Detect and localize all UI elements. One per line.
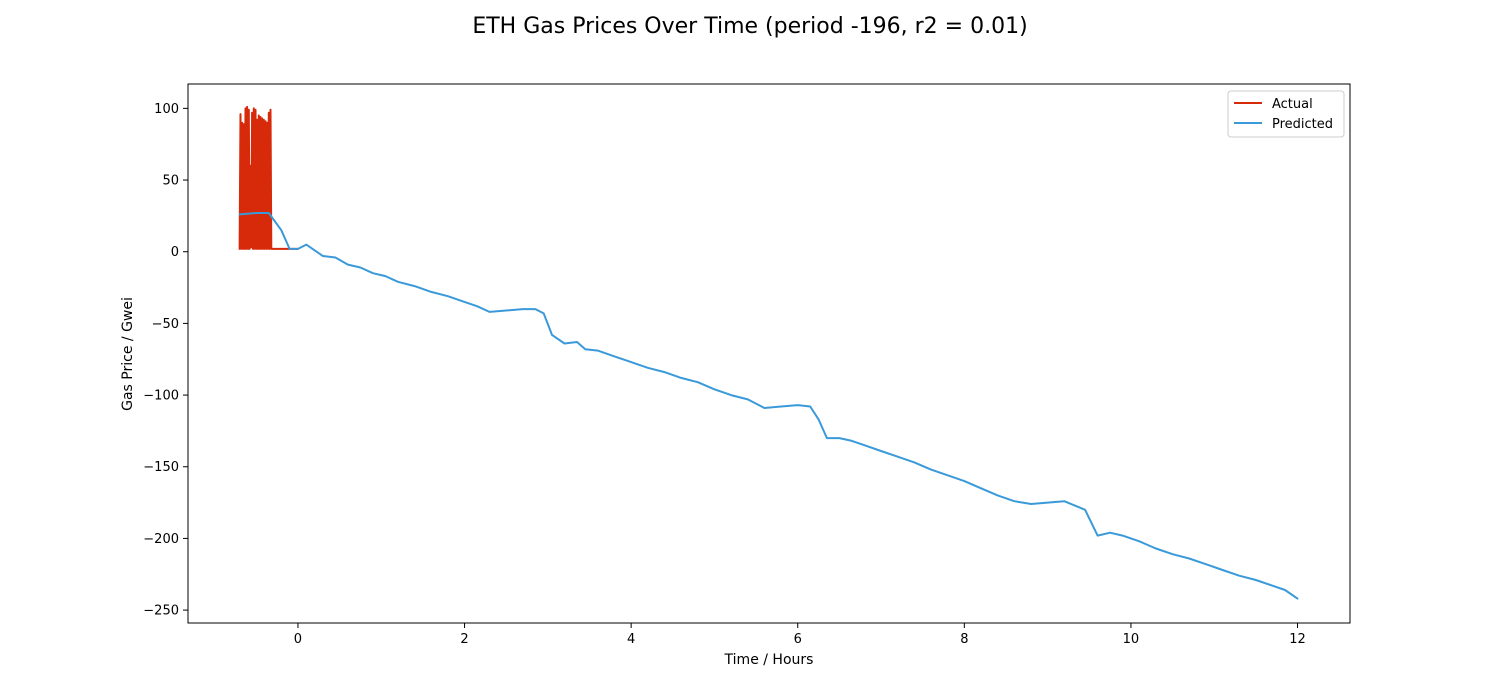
x-tick-label: 0	[294, 632, 302, 647]
y-tick-label: 50	[162, 174, 179, 189]
x-tick-label: 6	[794, 632, 802, 647]
chart-title: ETH Gas Prices Over Time (period -196, r…	[472, 14, 1027, 39]
x-tick-label: 8	[960, 632, 968, 647]
legend-label-actual: Actual	[1272, 97, 1313, 112]
x-tick-label: 10	[1123, 632, 1140, 647]
y-tick-label: −100	[143, 389, 179, 404]
y-axis-ticks: 100 50 0 −50 −100 −150 −200 −250	[143, 102, 188, 619]
legend-label-predicted: Predicted	[1272, 117, 1333, 132]
x-axis-ticks: 0 2 4 6 8 10 12	[294, 623, 1306, 647]
series-layer	[238, 105, 1299, 600]
y-tick-label: 0	[171, 245, 179, 260]
series-line-actual	[238, 105, 299, 250]
legend: Actual Predicted	[1227, 90, 1345, 138]
plot-area	[187, 83, 1351, 624]
y-tick-label: 100	[154, 102, 179, 117]
x-tick-label: 12	[1289, 632, 1306, 647]
y-tick-label: −50	[152, 317, 179, 332]
y-tick-label: −150	[143, 460, 179, 475]
y-tick-label: −250	[143, 604, 179, 619]
series-line-predicted	[238, 212, 1299, 600]
x-tick-label: 4	[627, 632, 635, 647]
x-axis-label: Time / Hours	[724, 652, 814, 668]
y-axis-label: Gas Price / Gwei	[120, 297, 136, 411]
y-tick-label: −200	[143, 532, 179, 547]
x-tick-label: 2	[460, 632, 468, 647]
